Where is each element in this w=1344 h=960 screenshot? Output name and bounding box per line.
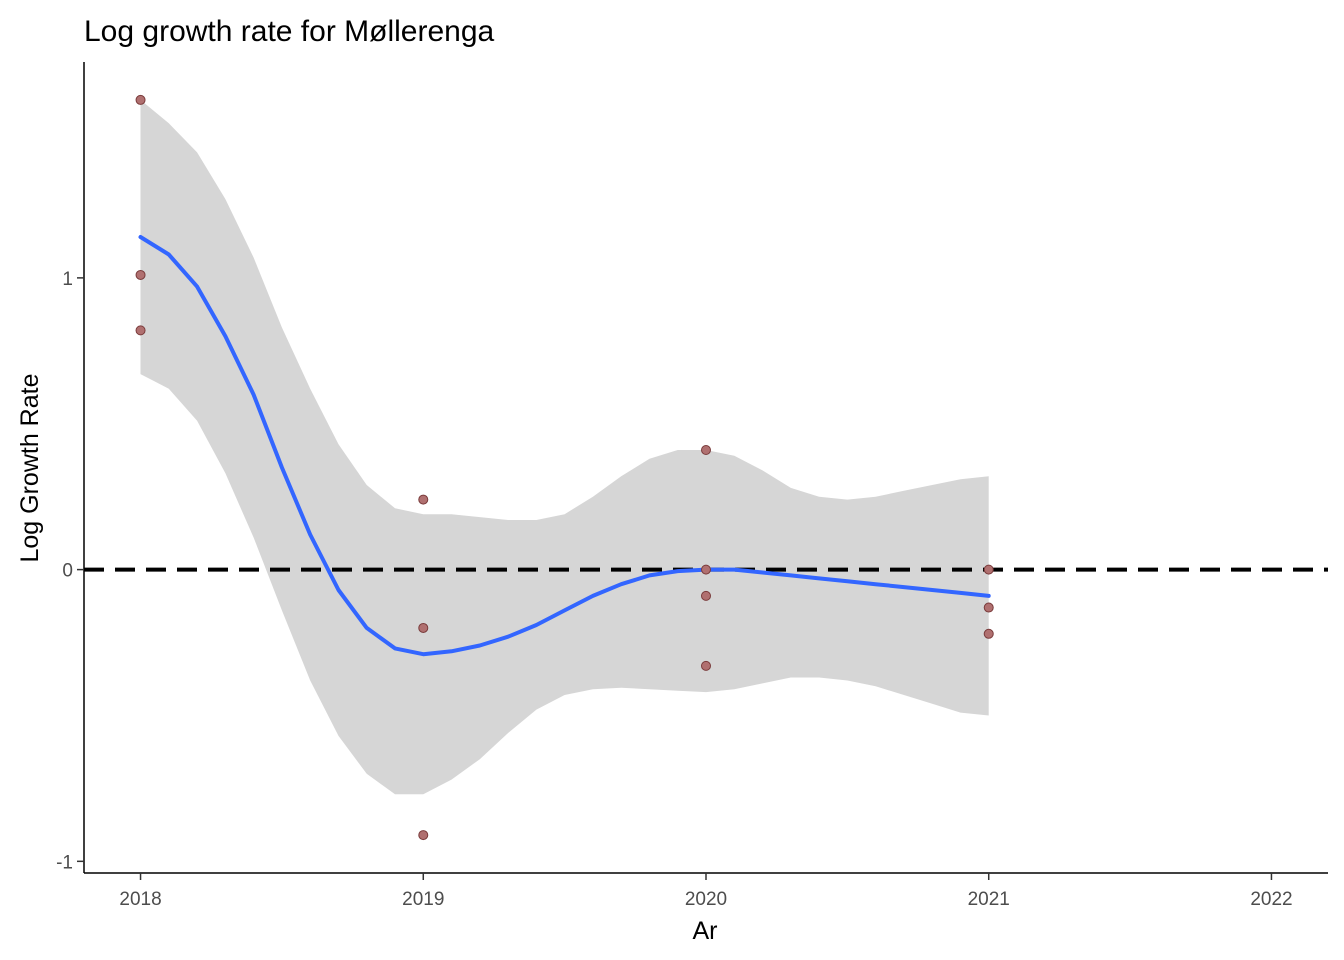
- data-point: [701, 564, 711, 575]
- data-point: [418, 494, 429, 505]
- data-point: [135, 269, 146, 280]
- confidence-band: [140, 99, 989, 795]
- y-axis-ticks: -1 0 1: [56, 269, 84, 873]
- y-axis-title: Log Growth Rate: [16, 374, 44, 563]
- data-point: [701, 590, 711, 601]
- x-tick-label: 2022: [1250, 889, 1292, 910]
- y-tick-label: -1: [56, 852, 73, 873]
- data-point: [983, 564, 994, 575]
- x-axis-title: Ar: [693, 917, 718, 945]
- data-point: [701, 660, 711, 671]
- smooth-trend-line: [138, 235, 991, 657]
- data-point: [983, 628, 994, 639]
- x-tick-label: 2021: [968, 889, 1010, 910]
- x-axis-ticks: 2018 2019 2020 2021 2022: [119, 873, 1293, 910]
- data-points: [135, 94, 994, 841]
- data-point: [701, 444, 711, 455]
- data-point: [983, 602, 994, 613]
- data-point: [135, 94, 146, 105]
- x-tick-label: 2019: [402, 889, 444, 910]
- plot-area: [84, 94, 1328, 841]
- data-point: [135, 325, 146, 336]
- chart-title: Log growth rate for Møllerenga: [84, 15, 495, 48]
- x-tick-label: 2018: [119, 889, 161, 910]
- axes: 2018 2019 2020 2021 2022 -1 0 1: [56, 62, 1328, 910]
- y-tick-label: 1: [62, 269, 73, 290]
- y-tick-label: 0: [62, 561, 73, 582]
- data-point: [418, 622, 429, 633]
- data-point: [418, 830, 429, 841]
- x-tick-label: 2020: [685, 889, 727, 910]
